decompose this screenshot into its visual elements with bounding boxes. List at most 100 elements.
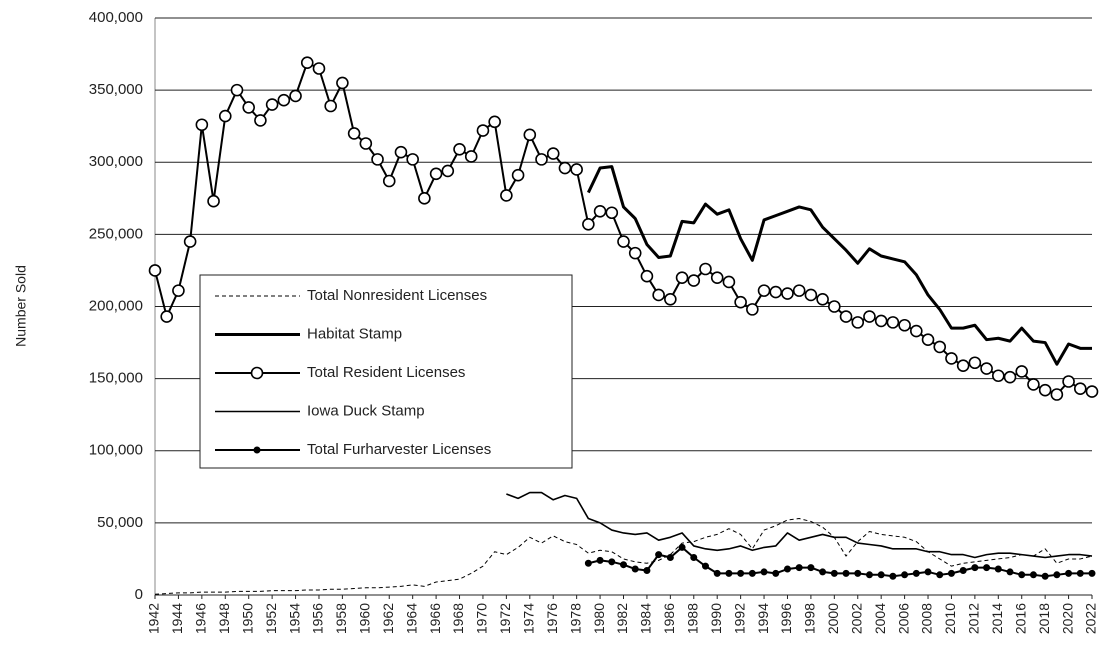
data-point xyxy=(983,564,991,572)
x-tick-label: 1998 xyxy=(802,603,818,634)
data-point xyxy=(1073,382,1087,396)
series-line xyxy=(506,491,1093,559)
y-tick-label: 50,000 xyxy=(97,514,143,531)
data-point xyxy=(183,235,197,248)
data-point xyxy=(230,83,244,97)
x-tick-label: 1970 xyxy=(474,603,490,634)
legend-marker xyxy=(253,446,261,454)
data-point xyxy=(722,275,736,289)
data-point xyxy=(687,274,701,287)
x-tick-label: 2006 xyxy=(895,603,911,634)
x-tick-label: 1992 xyxy=(731,603,747,634)
x-tick-label: 1958 xyxy=(333,603,349,634)
data-point xyxy=(640,269,654,283)
data-point xyxy=(1018,571,1026,579)
y-tick-label: 350,000 xyxy=(89,81,143,98)
x-tick-label: 1946 xyxy=(193,603,209,634)
data-point xyxy=(429,167,443,181)
data-point xyxy=(865,571,873,579)
x-tick-label: 1972 xyxy=(497,603,513,634)
x-tick-label: 1980 xyxy=(591,603,607,634)
data-point xyxy=(394,145,408,159)
data-point xyxy=(593,204,607,218)
data-point xyxy=(511,168,525,182)
data-point xyxy=(289,89,302,103)
data-point xyxy=(994,565,1002,573)
x-tick-label: 2016 xyxy=(1012,603,1028,634)
data-point xyxy=(945,352,958,365)
data-point xyxy=(242,101,255,114)
data-point xyxy=(1015,365,1029,378)
data-point xyxy=(1085,385,1099,398)
data-point xyxy=(453,142,466,156)
data-point xyxy=(523,128,537,142)
data-point xyxy=(631,565,639,573)
series-line xyxy=(587,165,1092,366)
data-point xyxy=(1076,569,1084,577)
data-point xyxy=(828,300,841,313)
data-point xyxy=(655,551,663,559)
data-point xyxy=(664,292,677,306)
y-tick-label: 100,000 xyxy=(89,442,143,459)
x-tick-label: 1976 xyxy=(544,603,560,634)
data-point xyxy=(195,118,209,132)
data-point xyxy=(336,76,349,90)
data-point xyxy=(760,568,768,576)
x-tick-label: 2000 xyxy=(825,603,841,634)
data-point xyxy=(781,287,794,300)
data-point xyxy=(816,292,829,306)
data-point xyxy=(956,359,970,372)
y-tick-label: 300,000 xyxy=(89,153,143,170)
x-tick-label: 1988 xyxy=(684,603,700,634)
data-point xyxy=(757,284,771,297)
data-point xyxy=(1053,571,1061,579)
data-point xyxy=(769,285,783,299)
x-tick-label: 2022 xyxy=(1083,603,1099,634)
data-point xyxy=(312,62,326,75)
legend-label: Iowa Duck Stamp xyxy=(307,402,425,419)
data-point xyxy=(218,109,232,123)
data-point xyxy=(737,569,745,577)
data-point xyxy=(558,161,572,175)
data-point xyxy=(804,288,818,302)
data-point xyxy=(628,246,642,260)
data-point xyxy=(441,164,455,178)
x-tick-label: 1994 xyxy=(755,603,771,634)
series-line xyxy=(154,518,1093,595)
data-point xyxy=(980,362,993,375)
data-point xyxy=(300,56,314,70)
data-point xyxy=(160,310,174,323)
x-tick-label: 2004 xyxy=(872,603,888,634)
x-tick-label: 1966 xyxy=(427,603,443,634)
x-tick-label: 1996 xyxy=(778,603,794,634)
data-point xyxy=(886,316,900,329)
data-point xyxy=(1088,569,1096,577)
data-point xyxy=(968,356,982,370)
data-point xyxy=(652,288,665,302)
data-point xyxy=(277,93,291,107)
data-point xyxy=(500,189,513,202)
x-tick-label: 1954 xyxy=(286,603,302,634)
y-tick-label: 150,000 xyxy=(89,370,143,387)
data-point xyxy=(1006,568,1014,576)
data-point xyxy=(617,235,630,248)
data-point xyxy=(725,569,733,577)
x-tick-label: 2002 xyxy=(848,603,864,634)
y-tick-label: 0 xyxy=(135,586,143,603)
data-point xyxy=(382,174,396,188)
data-point xyxy=(265,98,279,111)
y-tick-label: 400,000 xyxy=(89,9,143,26)
data-point xyxy=(666,553,674,561)
data-point xyxy=(910,324,923,338)
legend-label: Total Nonresident Licenses xyxy=(307,287,487,304)
data-point xyxy=(991,369,1005,383)
data-point xyxy=(863,310,876,323)
legend-marker xyxy=(250,366,264,380)
data-point xyxy=(912,569,920,577)
data-point xyxy=(1038,383,1052,397)
data-point xyxy=(570,163,583,176)
data-point xyxy=(608,558,616,566)
data-point xyxy=(746,303,759,316)
legend-label: Total Furharvester Licenses xyxy=(307,441,491,458)
